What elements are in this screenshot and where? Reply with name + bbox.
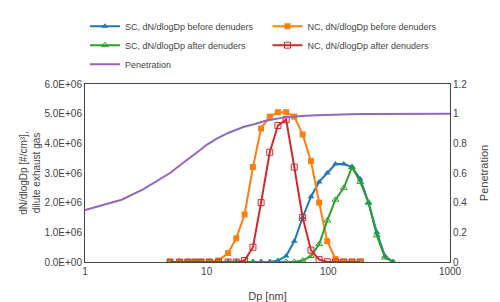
svg-text:1: 1 <box>453 108 459 119</box>
svg-text:1.2: 1.2 <box>453 79 467 90</box>
svg-text:100: 100 <box>320 266 337 277</box>
svg-text:0: 0 <box>453 257 459 268</box>
svg-text:3.0E+06: 3.0E+06 <box>44 168 82 179</box>
svg-text:SC, dN/dlogDp before denuders: SC, dN/dlogDp before denuders <box>125 22 254 32</box>
svg-text:0.4: 0.4 <box>453 197 467 208</box>
svg-text:5.0E+06: 5.0E+06 <box>44 108 82 119</box>
svg-text:1: 1 <box>82 266 88 277</box>
svg-text:Penetration: Penetration <box>478 145 490 201</box>
svg-text:1000: 1000 <box>439 266 462 277</box>
svg-text:NC, dN/dlogDp before denuders: NC, dN/dlogDp before denuders <box>308 22 437 32</box>
svg-text:0.6: 0.6 <box>453 168 467 179</box>
svg-text:1.0E+06: 1.0E+06 <box>44 227 82 238</box>
svg-text:0.8: 0.8 <box>453 138 467 149</box>
svg-text:Penetration: Penetration <box>125 60 171 70</box>
svg-text:0.2: 0.2 <box>453 227 467 238</box>
svg-text:0.0E+00: 0.0E+00 <box>44 257 82 268</box>
svg-text:Dp [nm]: Dp [nm] <box>248 290 287 302</box>
svg-text:2.0E+06: 2.0E+06 <box>44 197 82 208</box>
svg-text:6.0E+06: 6.0E+06 <box>44 79 82 90</box>
svg-text:dN/dlogDp [#/cm³],dilute exhau: dN/dlogDp [#/cm³],dilute exhaust gas <box>18 131 42 214</box>
svg-text:SC, dN/dlogDp after denuders: SC, dN/dlogDp after denuders <box>125 41 246 51</box>
svg-text:10: 10 <box>201 266 213 277</box>
svg-text:NC, dN/dlogDp after denuders: NC, dN/dlogDp after denuders <box>308 41 430 51</box>
svg-text:4.0E+06: 4.0E+06 <box>44 138 82 149</box>
